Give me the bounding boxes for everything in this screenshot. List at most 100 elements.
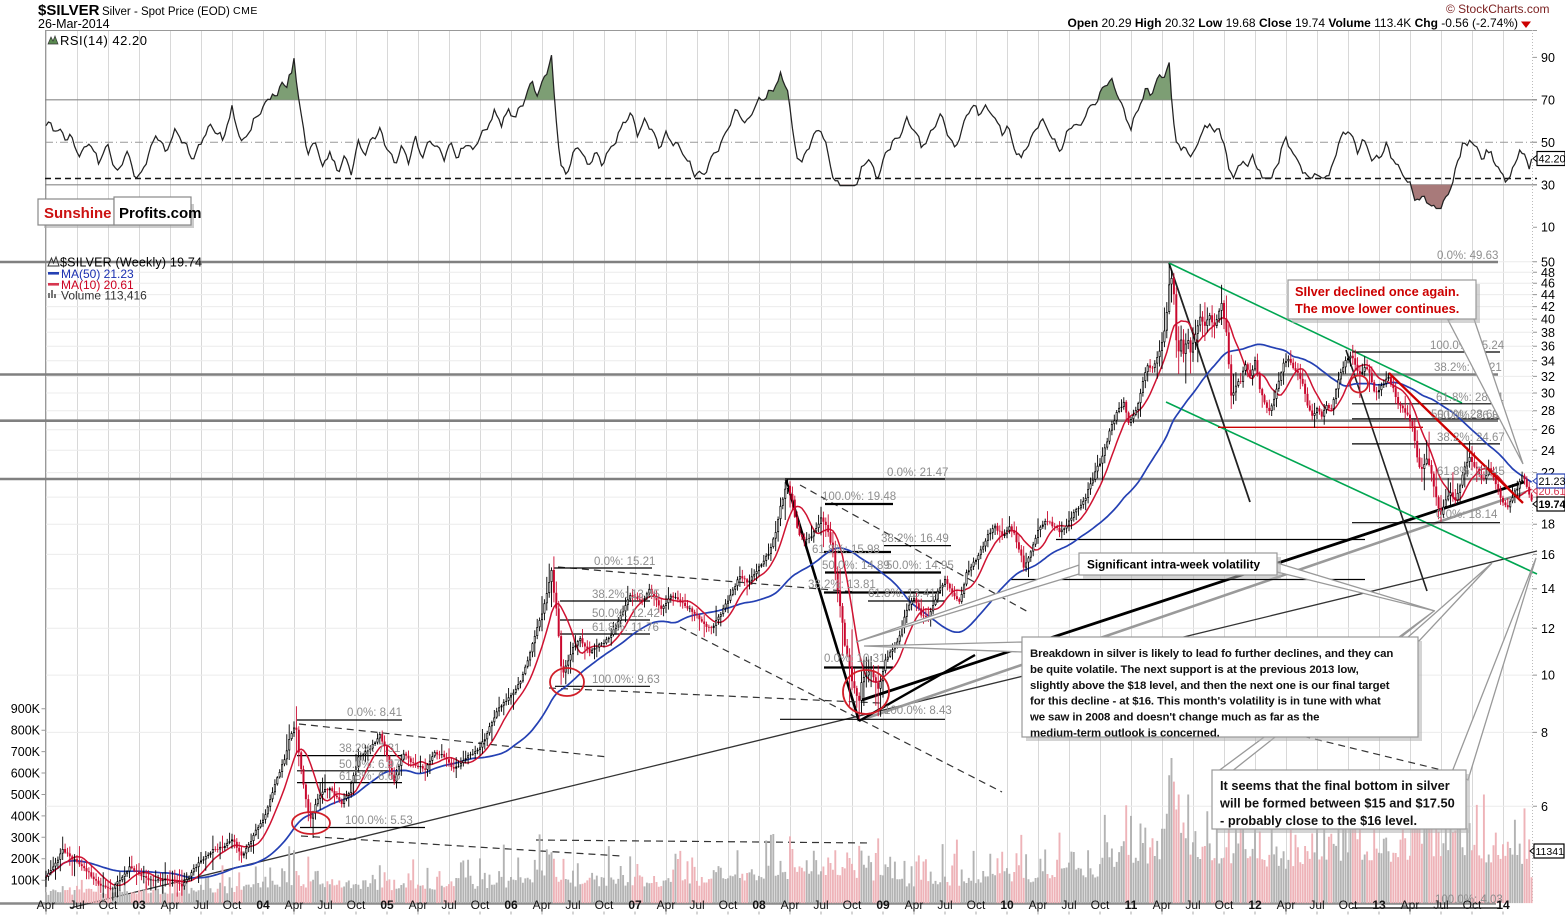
svg-text:90: 90 (1541, 51, 1555, 65)
svg-text:61.8%: 11.76: 61.8%: 11.76 (592, 622, 659, 634)
svg-text:200K: 200K (11, 852, 41, 866)
svg-text:Jul: Jul (69, 898, 84, 912)
svg-text:$SILVER: $SILVER (38, 2, 100, 19)
svg-text:Oct: Oct (719, 898, 738, 912)
svg-text:61.8%: 6.65: 61.8%: 6.65 (339, 771, 400, 783)
svg-text:32: 32 (1541, 370, 1555, 384)
svg-text:MA(50) 21.23: MA(50) 21.23 (61, 267, 134, 281)
svg-text:61.8%: 21.45: 61.8%: 21.45 (1437, 466, 1505, 478)
svg-text:11: 11 (1125, 898, 1138, 912)
svg-text:30: 30 (1541, 387, 1555, 401)
svg-text:0.0%: 21.47: 0.0%: 21.47 (887, 467, 948, 479)
svg-text:400K: 400K (11, 809, 41, 823)
svg-text:6: 6 (1541, 800, 1548, 814)
svg-text:Apr: Apr (905, 898, 924, 912)
svg-text:16: 16 (1541, 548, 1555, 562)
svg-text:Apr: Apr (409, 898, 428, 912)
svg-text:Apr: Apr (1153, 898, 1172, 912)
svg-text:07: 07 (628, 898, 642, 912)
svg-text:Jul: Jul (1433, 898, 1448, 912)
svg-text:Jul: Jul (1309, 898, 1324, 912)
svg-text:42: 42 (1541, 300, 1555, 314)
svg-text:0.0%: 10.31: 0.0%: 10.31 (824, 653, 885, 665)
svg-text:slightly above the $18 level,: slightly above the $18 level, and then t… (1030, 680, 1390, 692)
svg-text:we saw in 2008 and doesn't cha: we saw in 2008 and doesn't change much a… (1029, 712, 1319, 724)
svg-text:be quite volatile. The next su: be quite volatile. The next support is a… (1030, 664, 1359, 676)
svg-text:12: 12 (1248, 898, 1262, 912)
svg-text:50: 50 (1541, 136, 1555, 150)
svg-text:24: 24 (1541, 444, 1555, 458)
svg-text:0.0%: 49.63: 0.0%: 49.63 (1437, 250, 1498, 262)
svg-text:21.23: 21.23 (1539, 476, 1565, 488)
svg-text:46: 46 (1541, 277, 1555, 291)
svg-text:Oct: Oct (347, 898, 366, 912)
svg-text:Oct: Oct (1463, 898, 1482, 912)
svg-text:14: 14 (1496, 898, 1510, 912)
svg-text:MA(10) 20.61: MA(10) 20.61 (61, 278, 134, 292)
svg-text:14: 14 (1541, 582, 1555, 596)
svg-text:50.0%: 12.42: 50.0%: 12.42 (592, 608, 660, 620)
svg-text:03: 03 (132, 898, 146, 912)
svg-text:38.2%: 13.45: 38.2%: 13.45 (592, 589, 660, 601)
svg-text:Silver - Spot Price (EOD): Silver - Spot Price (EOD) (102, 6, 230, 18)
svg-text:Oct: Oct (1215, 898, 1234, 912)
svg-text:05: 05 (380, 898, 394, 912)
svg-text:RSI(14) 42.20: RSI(14) 42.20 (60, 33, 147, 48)
svg-text:100.0%: 9.63: 100.0%: 9.63 (592, 674, 660, 686)
svg-text:30: 30 (1541, 178, 1555, 192)
svg-text:8: 8 (1541, 726, 1548, 740)
svg-text:44: 44 (1541, 288, 1555, 302)
svg-text:40: 40 (1541, 313, 1555, 327)
svg-text:500K: 500K (11, 788, 41, 802)
svg-text:Apr: Apr (161, 898, 180, 912)
svg-text:38.2%: 24.67: 38.2%: 24.67 (1437, 432, 1505, 444)
svg-text:Jul: Jul (317, 898, 332, 912)
svg-text:Oct: Oct (967, 898, 986, 912)
svg-text:38.2%: 13.81: 38.2%: 13.81 (808, 579, 876, 591)
svg-text:70: 70 (1541, 93, 1555, 107)
svg-text:50.0%: 26.80: 50.0%: 26.80 (1437, 410, 1505, 422)
svg-text:13: 13 (1372, 898, 1386, 912)
svg-text:Oct: Oct (595, 898, 614, 912)
svg-text:Oct: Oct (471, 898, 490, 912)
svg-text:11341: 11341 (1536, 846, 1565, 858)
svg-text:36: 36 (1541, 340, 1555, 354)
svg-text:26: 26 (1541, 423, 1555, 437)
svg-text:Profits.com: Profits.com (119, 205, 202, 222)
svg-text:Apr: Apr (1277, 898, 1296, 912)
svg-text:0.0%: 8.41: 0.0%: 8.41 (347, 707, 402, 719)
svg-text:50.0%: 28.60: 50.0%: 28.60 (1431, 409, 1499, 421)
svg-text:700K: 700K (11, 745, 41, 759)
svg-text:10: 10 (1000, 898, 1014, 912)
svg-text:Sunshine: Sunshine (44, 205, 112, 222)
svg-text:Apr: Apr (781, 898, 800, 912)
svg-text:© StockCharts.com: © StockCharts.com (1446, 2, 1550, 16)
svg-text:Jul: Jul (1061, 898, 1076, 912)
svg-text:Oct: Oct (99, 898, 118, 912)
svg-text:- probably close to the $16 le: - probably close to the $16 level. (1220, 813, 1417, 828)
svg-text:20.61: 20.61 (1539, 486, 1565, 498)
svg-text:04: 04 (256, 898, 270, 912)
svg-text:will be formed between $15 and: will be formed between $15 and $17.50 (1219, 796, 1455, 811)
svg-text:600K: 600K (11, 767, 41, 781)
svg-text:Jul: Jul (689, 898, 704, 912)
svg-text:Breakdown in silver is likely: Breakdown in silver is likely to lead fo… (1030, 648, 1393, 660)
svg-text:06: 06 (504, 898, 518, 912)
svg-text:Apr: Apr (657, 898, 676, 912)
svg-text:38.2%: 16.49: 38.2%: 16.49 (881, 533, 949, 545)
svg-text:Apr: Apr (37, 898, 56, 912)
svg-text:34: 34 (1541, 354, 1555, 368)
svg-text:It seems that the final bottom: It seems that the final bottom in silver (1220, 778, 1450, 793)
svg-text:100.0%: 19.48: 100.0%: 19.48 (822, 491, 896, 503)
svg-text:SIlver declined once again.: SIlver declined once again. (1295, 284, 1459, 299)
svg-text:19.74: 19.74 (1539, 499, 1565, 511)
svg-text:Significant intra-week volatil: Significant intra-week volatility (1087, 558, 1260, 572)
svg-text:08: 08 (752, 898, 766, 912)
svg-text:Jul: Jul (565, 898, 580, 912)
svg-text:26-Mar-2014: 26-Mar-2014 (38, 17, 110, 31)
svg-text:100.0%: 5.53: 100.0%: 5.53 (345, 815, 413, 827)
svg-text:CME: CME (233, 5, 258, 17)
svg-text:$SILVER (Weekly) 19.74: $SILVER (Weekly) 19.74 (60, 256, 202, 270)
svg-text:Jul: Jul (937, 898, 952, 912)
svg-text:for this decline - at $16. Thi: for this decline - at $16. This month's … (1030, 696, 1381, 708)
